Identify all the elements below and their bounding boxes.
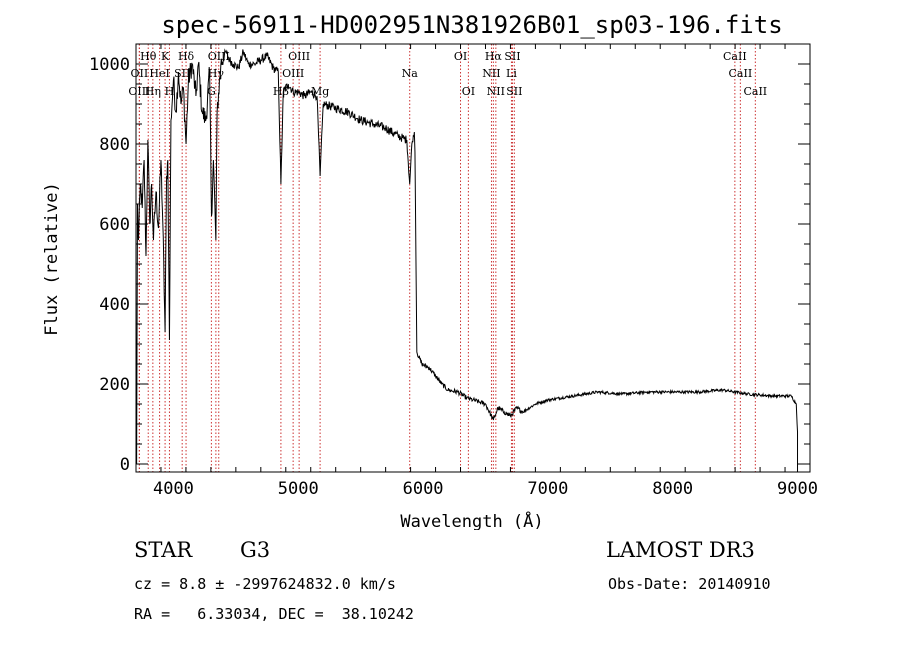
- line-marker-label: CaII: [743, 85, 767, 98]
- y-tick-label: 200: [99, 375, 130, 395]
- line-marker-label: OIII: [288, 50, 310, 63]
- line-marker-label: CaII: [723, 50, 747, 63]
- x-tick-label: 5000: [278, 479, 319, 499]
- x-tick-label: 7000: [527, 479, 568, 499]
- line-marker-label: SII: [174, 67, 190, 80]
- line-marker-label: NII: [482, 67, 500, 80]
- chart-title: spec-56911-HD002951N381926B01_sp03-196.f…: [161, 11, 782, 39]
- line-marker-label: NII: [487, 85, 505, 98]
- x-axis-label: Wavelength (Å): [400, 510, 543, 530]
- line-marker-label: OI: [462, 85, 475, 98]
- line-marker-label: Na: [402, 67, 419, 80]
- line-marker-label: K: [161, 50, 170, 63]
- line-marker-label: CaII: [729, 67, 753, 80]
- redshift-readout: cz = 8.8 ± -2997624832.0 km/s: [134, 575, 396, 593]
- line-marker-label: OIII: [282, 67, 304, 80]
- line-marker-label: Hγ: [208, 67, 225, 80]
- y-tick-label: 0: [120, 455, 130, 475]
- x-tick-label: 6000: [403, 479, 444, 499]
- spectrum-line: [135, 48, 799, 472]
- line-marker-label: OI: [454, 50, 467, 63]
- line-marker-label: SII: [504, 50, 520, 63]
- y-tick-label: 1000: [89, 55, 130, 75]
- coordinates: RA = 6.33034, DEC = 38.10242: [134, 605, 414, 623]
- plot-frame: [135, 43, 811, 473]
- x-axis-ticks: 4000 5000 6000 7000 8000 9000: [135, 44, 818, 499]
- line-marker-label: Hβ: [273, 85, 289, 98]
- line-markers: [138, 44, 756, 472]
- y-tick-label: 400: [99, 295, 130, 315]
- object-type: STAR: [134, 538, 193, 562]
- line-marker-label: Hθ: [140, 50, 157, 63]
- line-marker-label: Li: [506, 67, 517, 80]
- object-subclass: G3: [240, 538, 271, 562]
- spectrum-chart: spec-56911-HD002951N381926B01_sp03-196.f…: [42, 11, 818, 530]
- y-axis-label: Flux (relative): [42, 182, 62, 336]
- line-marker-label: Hα: [485, 50, 503, 63]
- x-tick-label: 9000: [777, 479, 818, 499]
- line-marker-label: Hη: [145, 85, 161, 98]
- line-marker-label: OII: [131, 67, 149, 80]
- y-tick-label: 600: [99, 215, 130, 235]
- survey-name: LAMOST DR3: [606, 538, 755, 562]
- line-marker-label: OIII: [128, 85, 150, 98]
- x-tick-label: 4000: [153, 479, 194, 499]
- x-tick-label: 8000: [652, 479, 693, 499]
- y-tick-label: 800: [99, 135, 130, 155]
- line-marker-label: SII: [506, 85, 522, 98]
- line-marker-label: HeI: [149, 67, 169, 80]
- line-marker-label: G: [207, 85, 216, 98]
- y-axis-ticks: 0 200 400 600 800 1000: [89, 55, 810, 475]
- line-marker-label: Hδ: [178, 50, 195, 63]
- line-marker-label: H: [165, 85, 175, 98]
- obs-date: Obs-Date: 20140910: [608, 575, 771, 593]
